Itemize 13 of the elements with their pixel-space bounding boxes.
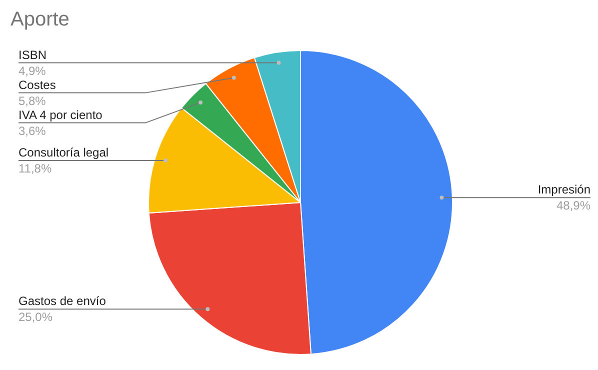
slice-label: Gastos de envío [18, 294, 106, 308]
data-label: 48,9% [556, 198, 591, 213]
slice-label: Costes [18, 78, 56, 92]
slice-label: Consultoría legal [18, 146, 109, 160]
data-label: 3,6% [18, 124, 46, 138]
data-label: 5,8% [18, 94, 46, 108]
data-label: 25,0% [18, 310, 53, 324]
slice-label: IVA 4 por ciento [18, 108, 103, 122]
data-label: 4,9% [18, 64, 46, 78]
slice-label: Impresión [538, 182, 590, 197]
data-label: 11,8% [18, 162, 52, 176]
chart-title: Aporte [10, 8, 70, 30]
slice-label: ISBN [18, 48, 47, 62]
